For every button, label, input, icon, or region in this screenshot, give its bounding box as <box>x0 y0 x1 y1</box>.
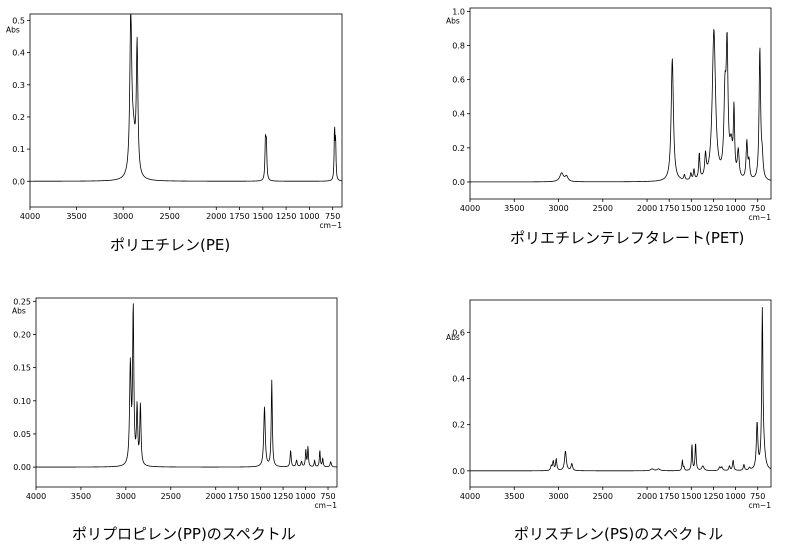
pet-y-tick-label: 0.8 <box>452 42 465 51</box>
pp-y-tick-label: 0.15 <box>13 364 31 373</box>
pp-y-tick-label: 0.25 <box>13 297 31 306</box>
ps-x-tick-label: 1000 <box>725 492 745 501</box>
pe-x-tick-label: 750 <box>325 212 340 221</box>
pet-x-tick-label: 3000 <box>548 204 568 213</box>
pp-x-tick-label: 750 <box>320 492 335 501</box>
pp-x-axis-label: cm−1 <box>315 501 338 510</box>
pet-x-tick-label: 1750 <box>659 204 679 213</box>
pe-x-tick-label: 1250 <box>276 212 296 221</box>
pet-plot-frame <box>469 7 772 200</box>
pe-x-tick-label: 1000 <box>299 212 319 221</box>
pe-x-tick-label: 3500 <box>66 212 86 221</box>
ps-y-tick-label: 0.6 <box>452 328 465 337</box>
pet-x-tick-label: 1000 <box>725 204 745 213</box>
ps-x-tick-label: 750 <box>750 492 765 501</box>
pp-x-tick-label: 3500 <box>71 492 91 501</box>
pet-y-tick-label: 1.0 <box>452 7 465 16</box>
pe-x-tick-label: 2500 <box>160 212 180 221</box>
pe-x-tick-label: 1500 <box>253 212 273 221</box>
pe-x-tick-label: 3000 <box>113 212 133 221</box>
pe-y-tick-label: 0.4 <box>12 49 25 58</box>
ps-x-tick-label: 1250 <box>703 492 723 501</box>
pp-x-tick-label: 4000 <box>26 492 46 501</box>
pet-y-tick-label: 0.2 <box>452 144 465 153</box>
pet-x-tick-label: 2500 <box>593 204 613 213</box>
pet-x-tick-label: 3500 <box>504 204 524 213</box>
ps-spectrum-line <box>469 306 772 472</box>
pe-spectrum-line <box>29 13 343 182</box>
pp-x-tick-label: 1250 <box>273 492 293 501</box>
ps-x-tick-label: 1500 <box>681 492 701 501</box>
pp-x-tick-label: 2000 <box>206 492 226 501</box>
pe-x-tick-label: 1750 <box>229 212 249 221</box>
pe-y-tick-label: 0.3 <box>12 81 25 90</box>
pp-x-tick-label: 1750 <box>228 492 248 501</box>
pp-y-tick-label: 0.05 <box>13 430 31 439</box>
pet-x-tick-label: 750 <box>750 204 765 213</box>
pet-x-axis-label: cm−1 <box>749 213 772 222</box>
ps-x-axis-label: cm−1 <box>749 501 772 510</box>
pe-y-tick-label: 0.2 <box>12 113 25 122</box>
pp-x-tick-label: 3000 <box>116 492 136 501</box>
pe-y-tick-label: 0.0 <box>12 177 25 186</box>
pet-x-tick-label: 2000 <box>637 204 657 213</box>
pet-y-tick-label: 0.6 <box>452 76 465 85</box>
pet-y-tick-label: 0.0 <box>452 178 465 187</box>
pe-y-axis-label: Abs <box>6 25 20 34</box>
pe-plot-frame <box>29 13 343 208</box>
pp-y-axis-label: Abs <box>12 306 26 315</box>
pe-y-tick-label: 0.1 <box>12 145 25 154</box>
pet-x-tick-label: 1250 <box>703 204 723 213</box>
ps-x-tick-label: 2500 <box>593 492 613 501</box>
pe-x-tick-label: 2000 <box>206 212 226 221</box>
ps-x-tick-label: 4000 <box>460 492 480 501</box>
ps-y-axis-label: Abs <box>446 333 460 342</box>
pp-x-tick-label: 1500 <box>250 492 270 501</box>
ps-y-tick-label: 0.2 <box>452 421 465 430</box>
ps-x-tick-label: 1750 <box>659 492 679 501</box>
ps-y-tick-label: 0.0 <box>452 467 465 476</box>
pe-spectrum-chart: 0.0 0.1 0.2 0.3 0.4 0.5 4000 3500 3000 2500 2000 17… <box>6 13 343 230</box>
pp-spectrum-chart: 0.00 0.05 0.10 0.15 0.20 0.25 4000 3500 3000 2500… <box>12 297 338 510</box>
pp-x-tick-label: 2500 <box>161 492 181 501</box>
pe-x-tick-label: 4000 <box>20 212 40 221</box>
ps-chart-caption: ポリスチレン(PS)のスペクトル <box>514 525 724 543</box>
pet-spectrum-chart: 0.0 0.2 0.4 0.6 0.8 1.0 4000 3500 3000 2500 2000 17… <box>446 7 772 222</box>
pp-y-tick-label: 0.20 <box>13 330 31 339</box>
ps-y-tick-label: 0.4 <box>452 374 465 383</box>
pet-spectrum-line <box>469 29 772 183</box>
ps-x-tick-label: 3500 <box>504 492 524 501</box>
pe-x-axis-label: cm−1 <box>320 221 343 230</box>
pe-chart-caption: ポリエチレン(PE) <box>110 236 231 254</box>
pet-y-tick-label: 0.4 <box>452 110 465 119</box>
pe-y-tick-label: 0.5 <box>12 16 25 25</box>
pp-chart-caption: ポリプロピレン(PP)のスペクトル <box>72 525 296 543</box>
ps-x-tick-label: 3000 <box>548 492 568 501</box>
pp-x-tick-label: 1000 <box>295 492 315 501</box>
pet-chart-caption: ポリエチレンテレフタレート(PET) <box>510 229 745 247</box>
pp-plot-frame <box>35 297 338 488</box>
pp-y-tick-label: 0.00 <box>13 463 31 472</box>
pet-x-tick-label: 4000 <box>460 204 480 213</box>
pet-x-tick-label: 1500 <box>681 204 701 213</box>
ps-x-tick-label: 2000 <box>637 492 657 501</box>
pet-y-axis-label: Abs <box>446 16 460 25</box>
pp-y-tick-label: 0.10 <box>13 397 31 406</box>
ps-plot-frame <box>469 299 772 488</box>
pp-spectrum-line <box>35 303 338 468</box>
